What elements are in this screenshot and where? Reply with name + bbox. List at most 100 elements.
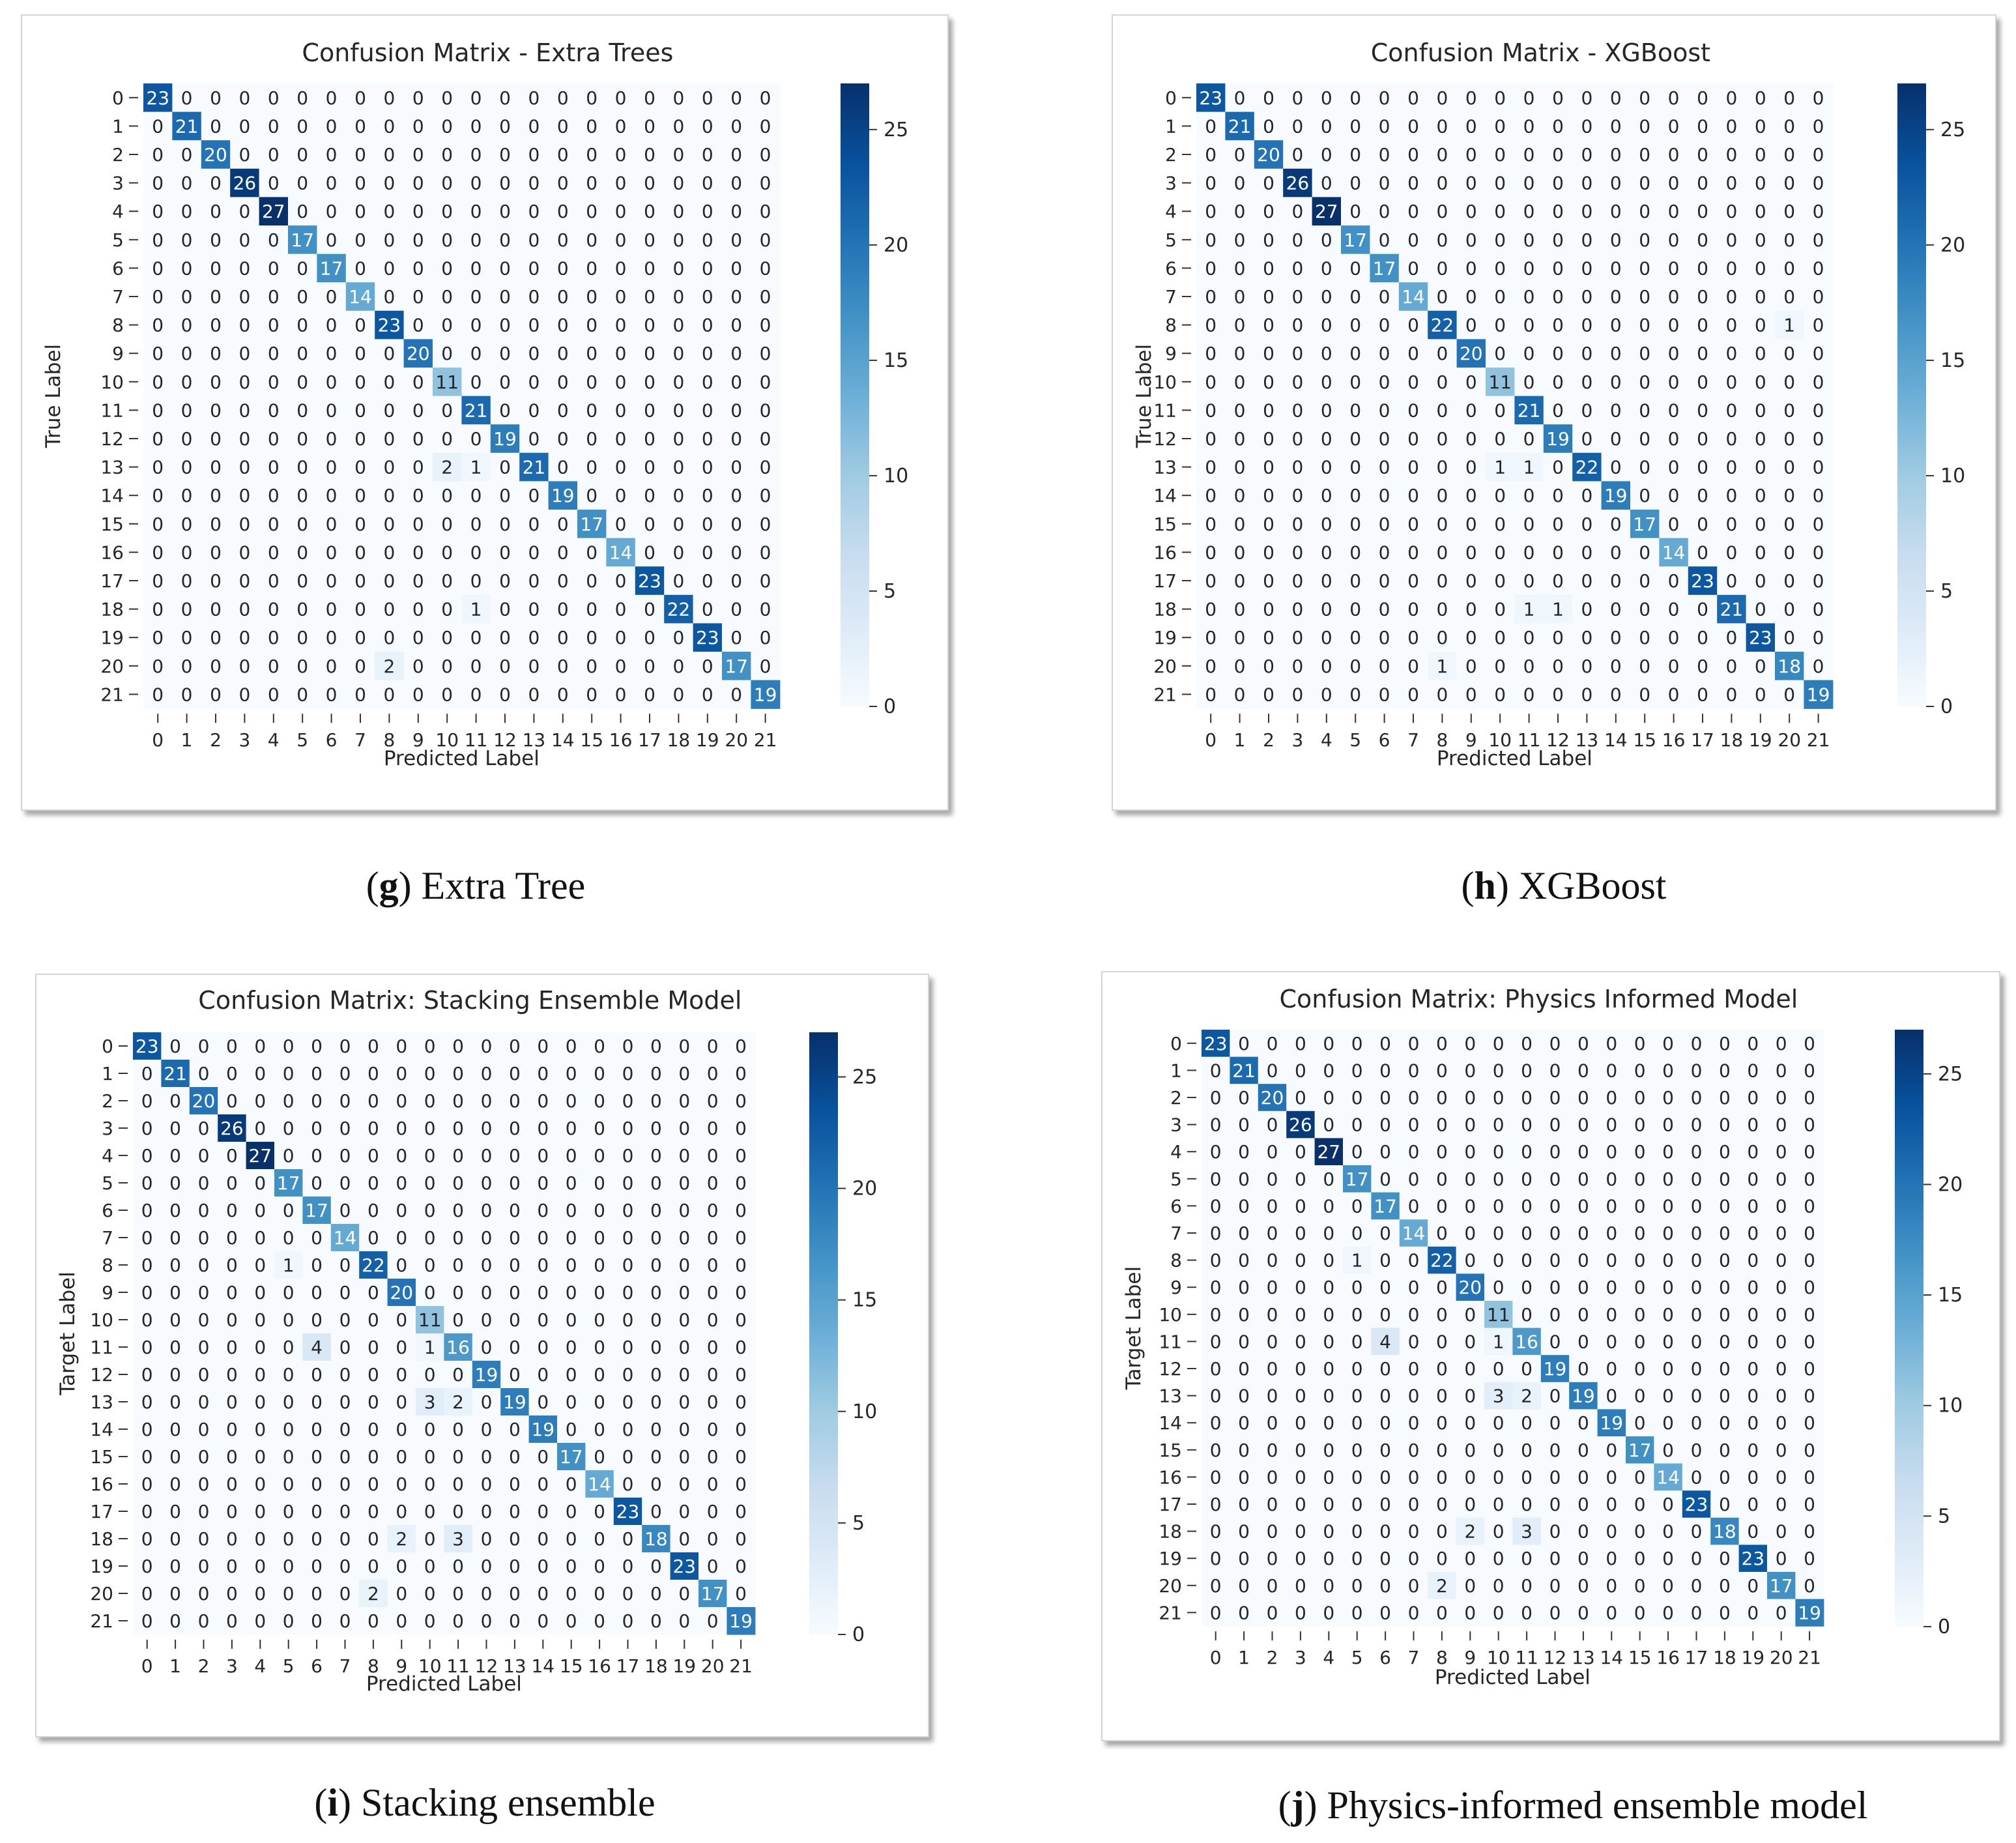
matrix-cell	[577, 424, 607, 454]
cell-value: 0	[622, 1473, 634, 1495]
cell-value: 0	[1776, 1386, 1787, 1407]
cell-value: 0	[1465, 87, 1477, 109]
matrix-cell	[1456, 510, 1486, 539]
cell-value: 0	[1747, 1141, 1759, 1163]
matrix-cell	[1428, 282, 1458, 312]
y-tick-label: 9	[1165, 343, 1177, 364]
cell-value: 0	[1267, 1033, 1278, 1054]
cell-value: 0	[1379, 1060, 1391, 1081]
cell-value: 0	[1408, 1060, 1420, 1081]
cell-value: 0	[702, 570, 713, 592]
cell-value: 0	[452, 1583, 464, 1604]
chart-title: Confusion Matrix - Extra Trees	[302, 38, 673, 67]
matrix-cell	[1688, 396, 1718, 425]
cell-value: 0	[283, 1419, 295, 1440]
matrix-cell	[416, 1525, 444, 1553]
matrix-cell	[359, 1388, 388, 1416]
matrix-cell	[1370, 168, 1400, 197]
cell-value: 0	[1577, 1223, 1589, 1244]
matrix-cell	[1254, 510, 1284, 539]
matrix-cell	[1230, 1517, 1259, 1545]
matrix-cell	[416, 1142, 444, 1170]
cell-value: 0	[678, 1309, 690, 1331]
matrix-cell	[274, 1498, 303, 1526]
cell-value: 0	[1321, 286, 1332, 308]
cell-value: 0	[1521, 1440, 1533, 1461]
matrix-cell	[519, 623, 549, 652]
cell-value: 0	[354, 428, 366, 450]
cell-value: 0	[622, 1309, 634, 1331]
cell-value: 0	[152, 627, 164, 648]
matrix-cell	[585, 1415, 614, 1444]
cell-value: 0	[198, 1419, 210, 1440]
cell-value: 21	[523, 457, 546, 478]
matrix-cell	[1795, 1328, 1824, 1356]
matrix-cell	[375, 83, 405, 113]
cell-value: 17	[725, 656, 748, 677]
cell-value: 0	[566, 1501, 577, 1522]
cell-value: 0	[1523, 570, 1535, 592]
cell-value: 0	[1577, 1141, 1589, 1163]
matrix-cell	[1456, 1056, 1485, 1084]
cell-value: 0	[1234, 229, 1246, 251]
y-tick-label: 21	[90, 1610, 113, 1632]
matrix-cell	[664, 481, 694, 510]
cell-value: 0	[730, 115, 742, 137]
cell-value: 0	[509, 1419, 521, 1440]
cell-value: 0	[1725, 315, 1737, 336]
matrix-cell	[1196, 481, 1226, 510]
cell-value: 0	[1205, 428, 1217, 450]
cell-value: 0	[499, 257, 511, 279]
matrix-cell	[345, 168, 375, 197]
matrix-cell	[1738, 1355, 1768, 1383]
cell-value: 0	[1267, 1575, 1278, 1597]
matrix-cell	[375, 452, 405, 482]
matrix-cell	[613, 1498, 642, 1526]
cell-value: 0	[566, 1255, 577, 1276]
cell-value: 0	[1755, 286, 1766, 308]
cell-value: 0	[1634, 1114, 1646, 1136]
matrix-cell	[1795, 1409, 1824, 1437]
cell-value: 0	[1234, 599, 1246, 620]
cell-value: 0	[1408, 1575, 1420, 1597]
matrix-cell	[698, 1361, 727, 1389]
matrix-cell	[133, 1306, 162, 1334]
cell-value: 0	[1494, 87, 1506, 109]
cell-value: 0	[1291, 343, 1303, 364]
matrix-cell	[1312, 396, 1342, 425]
matrix-cell	[1456, 1219, 1485, 1247]
cell-value: 0	[1691, 1223, 1703, 1244]
matrix-cell	[1370, 594, 1400, 624]
cell-value: 0	[528, 144, 540, 166]
cell-value: 0	[1606, 1033, 1617, 1054]
matrix-cell	[1398, 254, 1428, 283]
matrix-cell	[1654, 1138, 1683, 1166]
matrix-cell	[172, 254, 202, 283]
matrix-cell	[461, 652, 491, 681]
cell-value: 0	[650, 1556, 662, 1577]
matrix-cell	[1370, 623, 1400, 652]
cell-value: 17	[1344, 229, 1367, 251]
cell-value: 0	[152, 542, 164, 563]
matrix-cell	[1710, 1056, 1740, 1084]
matrix-cell	[1626, 1301, 1654, 1329]
matrix-cell	[317, 225, 347, 255]
cell-value: 0	[311, 1528, 323, 1550]
matrix-cell	[1601, 254, 1631, 283]
matrix-cell	[606, 481, 636, 510]
cell-value: 23	[136, 1036, 159, 1057]
matrix-cell	[387, 1525, 416, 1553]
cell-value: 0	[1719, 1331, 1731, 1352]
cell-value: 0	[1379, 457, 1390, 478]
matrix-cell	[1343, 1545, 1372, 1573]
cell-value: 0	[1577, 1114, 1589, 1136]
matrix-cell	[259, 566, 289, 596]
matrix-cell	[664, 225, 694, 255]
matrix-cell	[1688, 225, 1718, 255]
cell-value: 0	[1205, 286, 1217, 308]
cell-value: 0	[412, 428, 424, 450]
cell-value: 0	[528, 343, 540, 364]
matrix-cell	[444, 1607, 473, 1635]
matrix-cell	[444, 1032, 473, 1060]
cell-value: 0	[226, 1610, 238, 1632]
